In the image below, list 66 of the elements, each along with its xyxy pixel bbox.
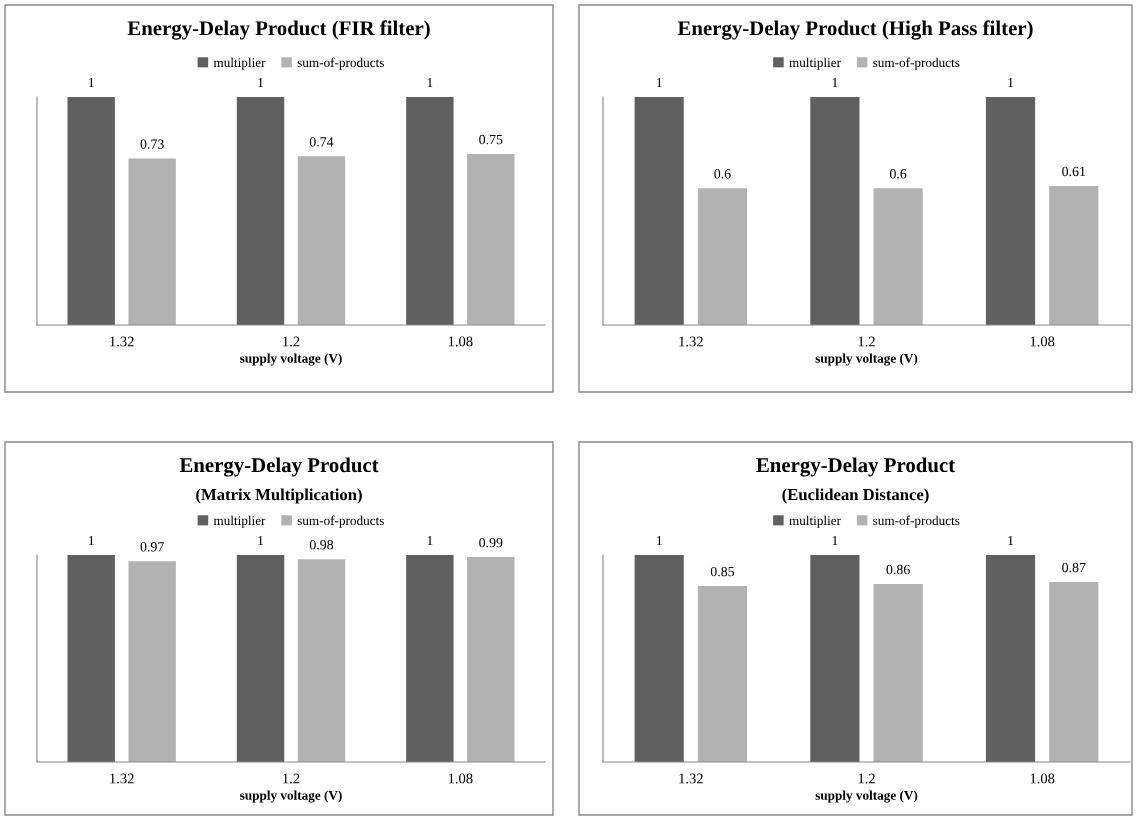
x-tick-label: 1.08 bbox=[1030, 773, 1055, 784]
data-label: 0.74 bbox=[309, 137, 334, 147]
data-label: 1 bbox=[832, 535, 838, 546]
data-label: 1 bbox=[656, 77, 662, 88]
data-label: 0.87 bbox=[1062, 562, 1086, 573]
bar bbox=[873, 583, 923, 762]
x-tick-label: 1.2 bbox=[858, 336, 875, 347]
bar bbox=[985, 555, 1036, 762]
x-tick-label: 1.08 bbox=[448, 336, 473, 347]
bar bbox=[297, 156, 346, 325]
bar bbox=[634, 555, 684, 762]
bar bbox=[1049, 581, 1099, 762]
chart-title: Energy-Delay Product (FIR filter) bbox=[127, 20, 430, 40]
x-axis-title: supply voltage (V) bbox=[240, 790, 342, 803]
x-axis-title: supply voltage (V) bbox=[240, 353, 342, 366]
legend-label: multiplier bbox=[213, 515, 266, 528]
chart-subtitle: (Matrix Multiplication) bbox=[196, 488, 362, 504]
data-label: 0.86 bbox=[886, 564, 910, 575]
data-label: 1 bbox=[427, 77, 433, 88]
data-label: 0.6 bbox=[889, 169, 907, 179]
x-tick-label: 1.2 bbox=[858, 773, 875, 784]
data-label: 1 bbox=[258, 535, 264, 546]
data-label: 0.73 bbox=[140, 139, 164, 149]
data-label: 0.75 bbox=[479, 134, 503, 145]
data-label: 1 bbox=[88, 77, 94, 88]
x-axis-title: supply voltage (V) bbox=[815, 790, 918, 803]
data-label: 0.61 bbox=[1062, 166, 1086, 177]
bar bbox=[128, 158, 176, 325]
bar bbox=[406, 97, 454, 325]
x-tick-label: 1.08 bbox=[1030, 336, 1055, 347]
x-tick-label: 1.32 bbox=[679, 336, 703, 347]
x-tick-label: 1.08 bbox=[448, 773, 473, 784]
legend-label: sum-of-products bbox=[873, 57, 960, 70]
legend-label: sum-of-products bbox=[297, 515, 384, 528]
data-label: 0.6 bbox=[714, 169, 731, 179]
x-tick-label: 1.32 bbox=[110, 336, 134, 347]
bar bbox=[697, 586, 748, 762]
data-label: 1 bbox=[656, 535, 662, 546]
chart-title: Energy-Delay Product (High Pass filter) bbox=[677, 20, 1033, 40]
data-label: 1 bbox=[1008, 77, 1014, 88]
data-label: 0.98 bbox=[309, 540, 334, 550]
chart-title: Energy-Delay Product bbox=[179, 457, 379, 477]
x-axis-title: supply voltage (V) bbox=[815, 353, 918, 366]
data-label: 1 bbox=[1008, 535, 1014, 546]
data-label: 1 bbox=[258, 77, 264, 88]
legend-label: sum-of-products bbox=[297, 57, 384, 70]
bar bbox=[236, 97, 285, 325]
legend-label: sum-of-products bbox=[873, 515, 960, 528]
bar bbox=[467, 154, 515, 325]
chart-title: Energy-Delay Product bbox=[756, 457, 956, 477]
bar bbox=[810, 555, 860, 762]
data-label: 1 bbox=[832, 77, 838, 88]
data-label: 0.97 bbox=[140, 542, 164, 552]
x-tick-label: 1.2 bbox=[283, 336, 300, 347]
data-label: 1 bbox=[88, 535, 94, 546]
x-tick-label: 1.32 bbox=[679, 773, 703, 784]
chart-subtitle: (Euclidean Distance) bbox=[782, 488, 929, 504]
data-label: 0.85 bbox=[710, 566, 735, 577]
legend-label: multiplier bbox=[789, 57, 841, 70]
data-label: 0.99 bbox=[479, 537, 503, 548]
bar bbox=[67, 97, 115, 325]
legend-label: multiplier bbox=[213, 57, 266, 70]
x-tick-label: 1.2 bbox=[283, 773, 300, 784]
x-tick-label: 1.32 bbox=[110, 773, 134, 784]
legend-label: multiplier bbox=[789, 515, 841, 528]
data-label: 1 bbox=[427, 535, 433, 546]
